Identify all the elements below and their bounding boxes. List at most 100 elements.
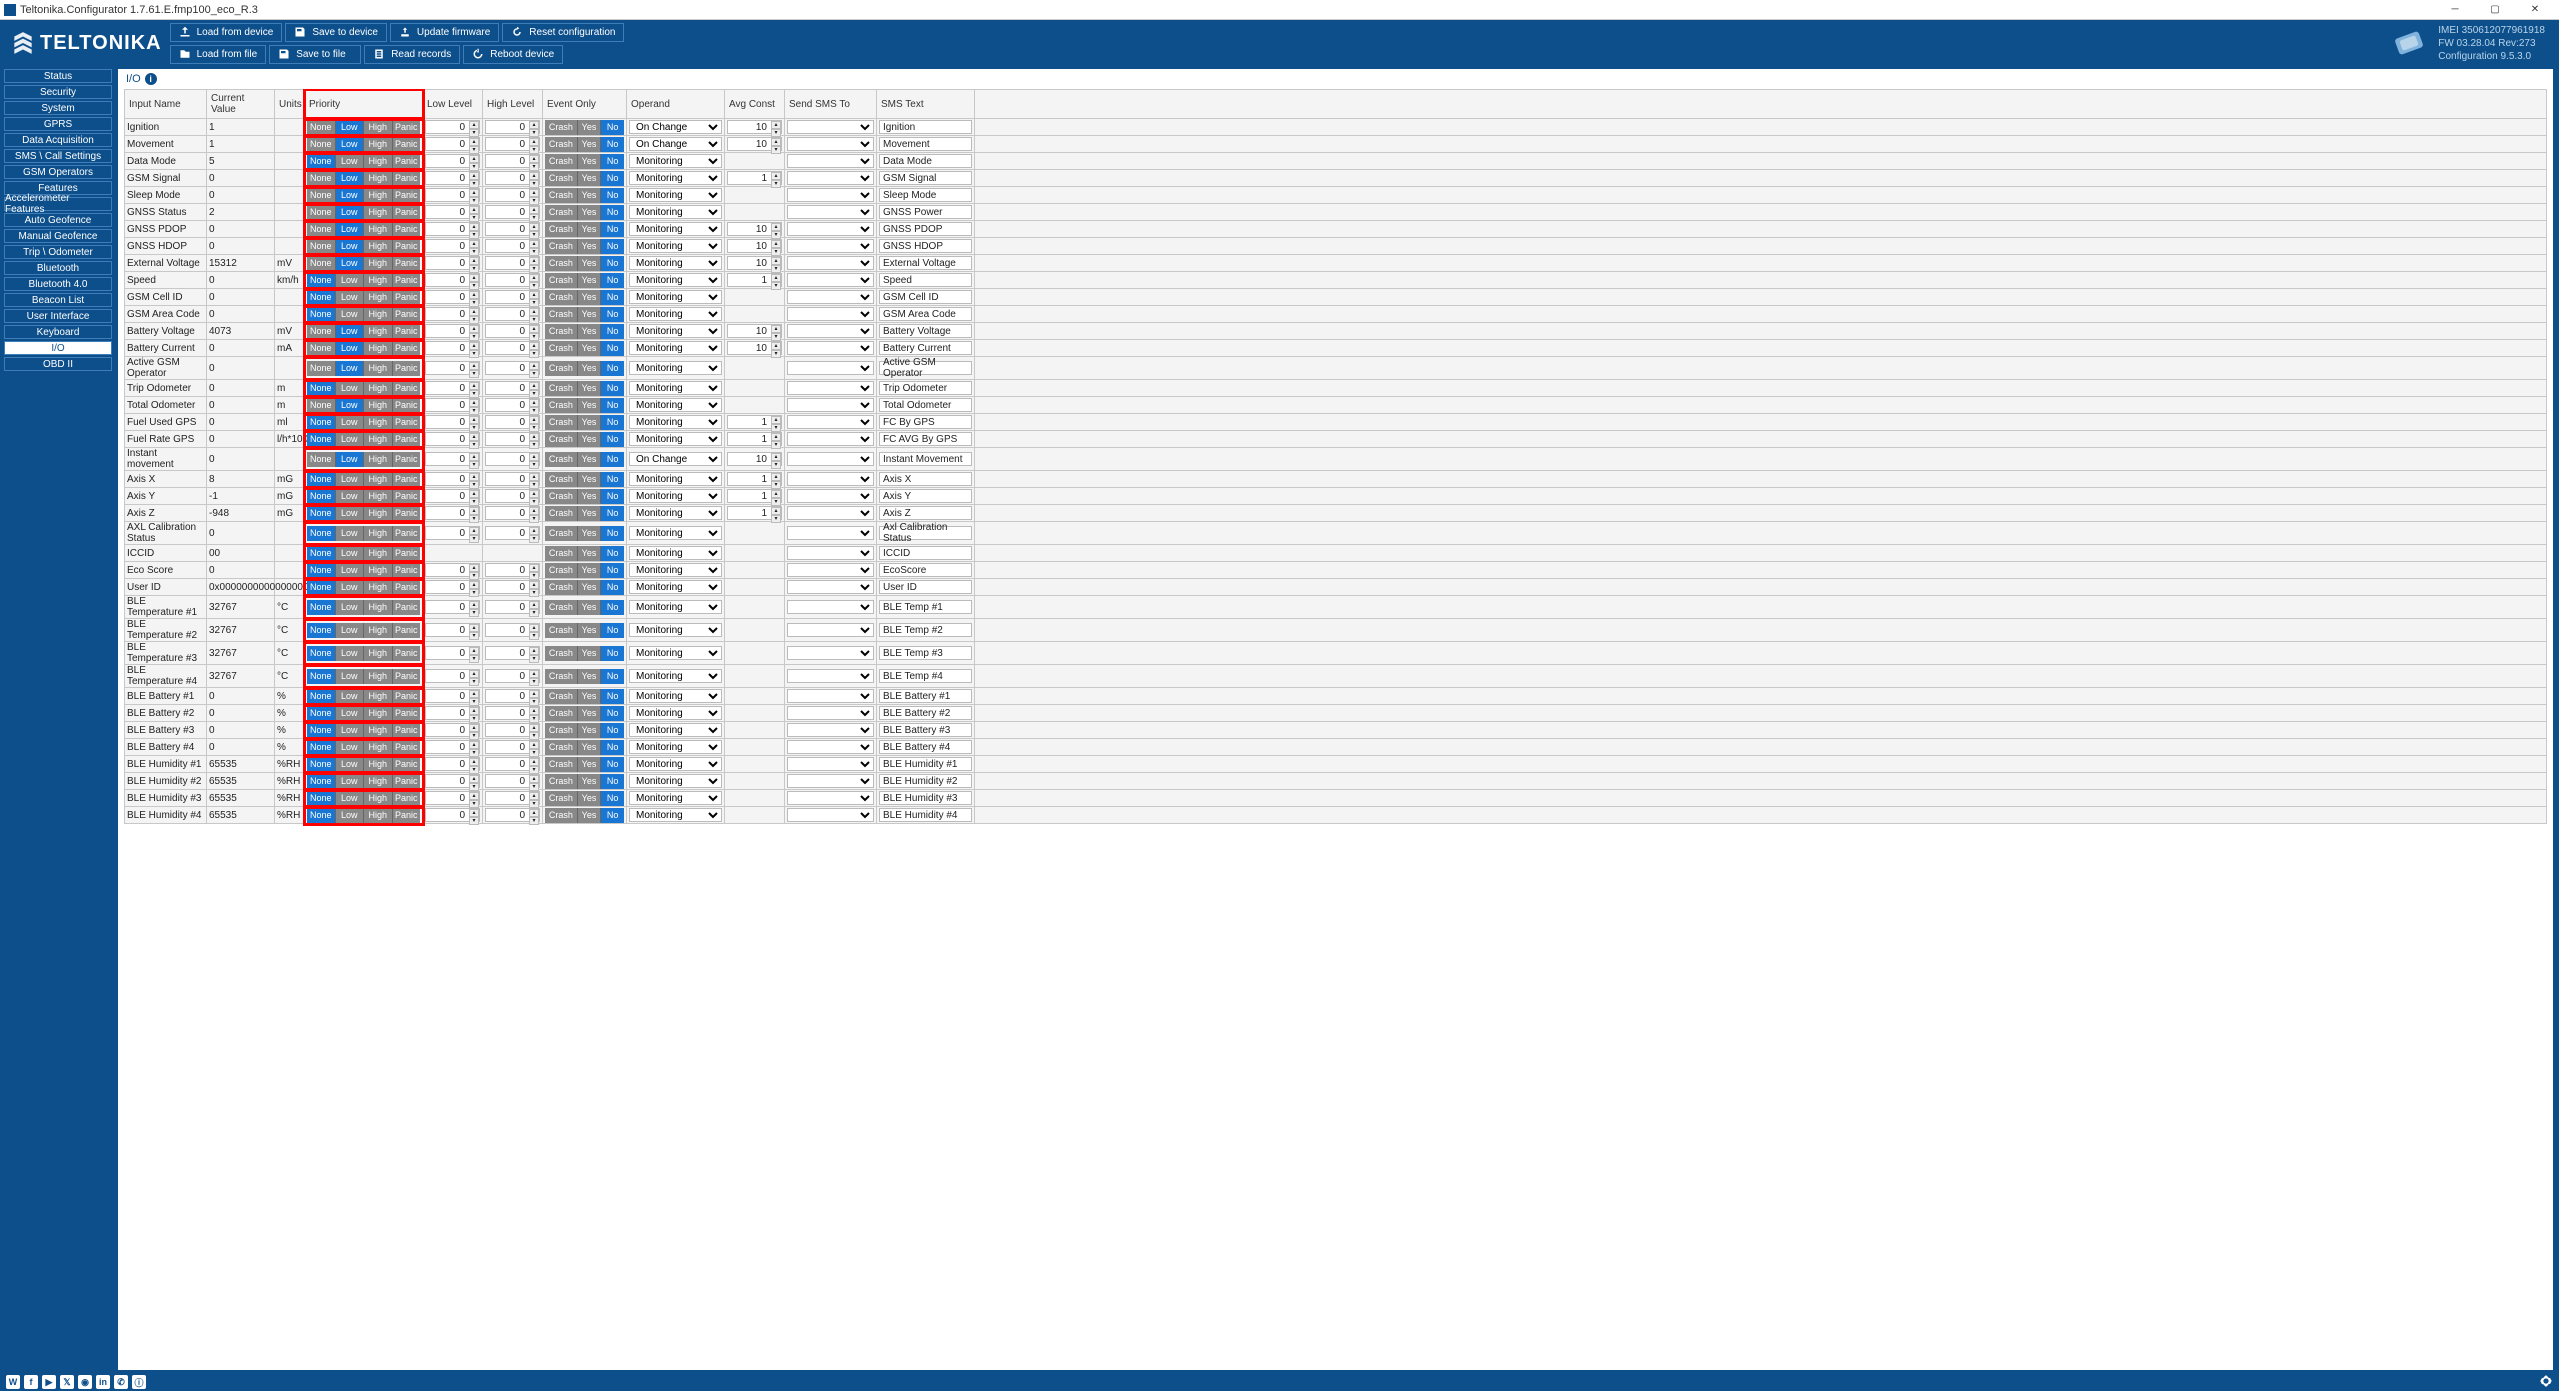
prio-low[interactable]: Low [336,222,365,237]
prio-none[interactable]: None [307,600,336,615]
evt-yes[interactable]: Yes [578,506,602,521]
evt-yes[interactable]: Yes [578,740,602,755]
spin-down[interactable]: ▾ [469,248,479,256]
evt-crash[interactable]: Crash [545,256,578,271]
spin-up[interactable]: ▴ [469,624,479,632]
evt-yes[interactable]: Yes [578,546,602,561]
prio-none[interactable]: None [307,757,336,772]
spin-up[interactable]: ▴ [529,155,539,163]
prio-high[interactable]: High [364,580,393,595]
prio-low[interactable]: Low [336,341,365,356]
spin-down[interactable]: ▾ [529,766,539,774]
prio-low[interactable]: Low [336,546,365,561]
sms-to-select[interactable] [787,290,874,304]
spin-down[interactable]: ▾ [771,282,781,290]
evt-yes[interactable]: Yes [578,273,602,288]
evt-crash[interactable]: Crash [545,546,578,561]
prio-none[interactable]: None [307,623,336,638]
evt-crash[interactable]: Crash [545,120,578,135]
spin-up[interactable]: ▴ [469,507,479,515]
prio-high[interactable]: High [364,623,393,638]
sms-to-select[interactable] [787,472,874,486]
spin-down[interactable]: ▾ [529,732,539,740]
operand-select[interactable]: Monitoring [629,341,722,355]
prio-panic[interactable]: Panic [393,723,421,738]
spin-down[interactable]: ▾ [529,146,539,154]
sms-text[interactable]: FC By GPS [879,415,972,429]
social-icon[interactable]: ⓘ [132,1375,146,1389]
prio-low[interactable]: Low [336,205,365,220]
spin-down[interactable]: ▾ [469,265,479,273]
spin-up[interactable]: ▴ [529,473,539,481]
sms-to-select[interactable] [787,646,874,660]
prio-high[interactable]: High [364,472,393,487]
prio-low[interactable]: Low [336,472,365,487]
spin-down[interactable]: ▾ [469,146,479,154]
operand-select[interactable]: Monitoring [629,381,722,395]
prio-high[interactable]: High [364,239,393,254]
spin-up[interactable]: ▴ [469,792,479,800]
prio-high[interactable]: High [364,324,393,339]
operand-select[interactable]: Monitoring [629,669,722,683]
nav-accelerometer-features[interactable]: Accelerometer Features [4,197,112,211]
sms-to-select[interactable] [787,740,874,754]
spin-down[interactable]: ▾ [469,715,479,723]
prio-none[interactable]: None [307,137,336,152]
evt-yes[interactable]: Yes [578,689,602,704]
prio-high[interactable]: High [364,273,393,288]
sms-text[interactable]: User ID [879,580,972,594]
prio-none[interactable]: None [307,361,336,376]
evt-no[interactable]: No [601,171,624,186]
prio-none[interactable]: None [307,398,336,413]
spin-up[interactable]: ▴ [469,189,479,197]
spin-up[interactable]: ▴ [529,206,539,214]
evt-yes[interactable]: Yes [578,381,602,396]
prio-none[interactable]: None [307,239,336,254]
spin-up[interactable]: ▴ [771,257,781,265]
sms-to-select[interactable] [787,341,874,355]
nav-user-interface[interactable]: User Interface [4,309,112,323]
evt-yes[interactable]: Yes [578,239,602,254]
sms-to-select[interactable] [787,188,874,202]
spin-down[interactable]: ▾ [771,146,781,154]
spin-down[interactable]: ▾ [529,129,539,137]
prio-panic[interactable]: Panic [393,506,421,521]
evt-crash[interactable]: Crash [545,563,578,578]
prio-high[interactable]: High [364,757,393,772]
save-device-button[interactable]: Save to device [285,23,387,42]
prio-none[interactable]: None [307,307,336,322]
prio-low[interactable]: Low [336,381,365,396]
spin-up[interactable]: ▴ [469,291,479,299]
evt-crash[interactable]: Crash [545,774,578,789]
prio-panic[interactable]: Panic [393,526,421,541]
spin-up[interactable]: ▴ [469,601,479,609]
evt-crash[interactable]: Crash [545,273,578,288]
sms-to-select[interactable] [787,137,874,151]
spin-down[interactable]: ▾ [529,299,539,307]
prio-high[interactable]: High [364,706,393,721]
prio-none[interactable]: None [307,381,336,396]
operand-select[interactable]: On Change [629,137,722,151]
evt-crash[interactable]: Crash [545,381,578,396]
sms-text[interactable]: GNSS HDOP [879,239,972,253]
sms-to-select[interactable] [787,808,874,822]
spin-down[interactable]: ▾ [529,441,539,449]
prio-high[interactable]: High [364,740,393,755]
prio-high[interactable]: High [364,452,393,467]
evt-no[interactable]: No [601,205,624,220]
evt-crash[interactable]: Crash [545,757,578,772]
spin-down[interactable]: ▾ [529,572,539,580]
sms-text[interactable]: Movement [879,137,972,151]
evt-yes[interactable]: Yes [578,791,602,806]
sms-text[interactable]: Axis Y [879,489,972,503]
spin-down[interactable]: ▾ [529,197,539,205]
operand-select[interactable]: Monitoring [629,205,722,219]
prio-high[interactable]: High [364,415,393,430]
spin-up[interactable]: ▴ [771,416,781,424]
evt-crash[interactable]: Crash [545,472,578,487]
operand-select[interactable]: Monitoring [629,706,722,720]
prio-low[interactable]: Low [336,506,365,521]
spin-up[interactable]: ▴ [469,172,479,180]
prio-none[interactable]: None [307,791,336,806]
evt-no[interactable]: No [601,774,624,789]
